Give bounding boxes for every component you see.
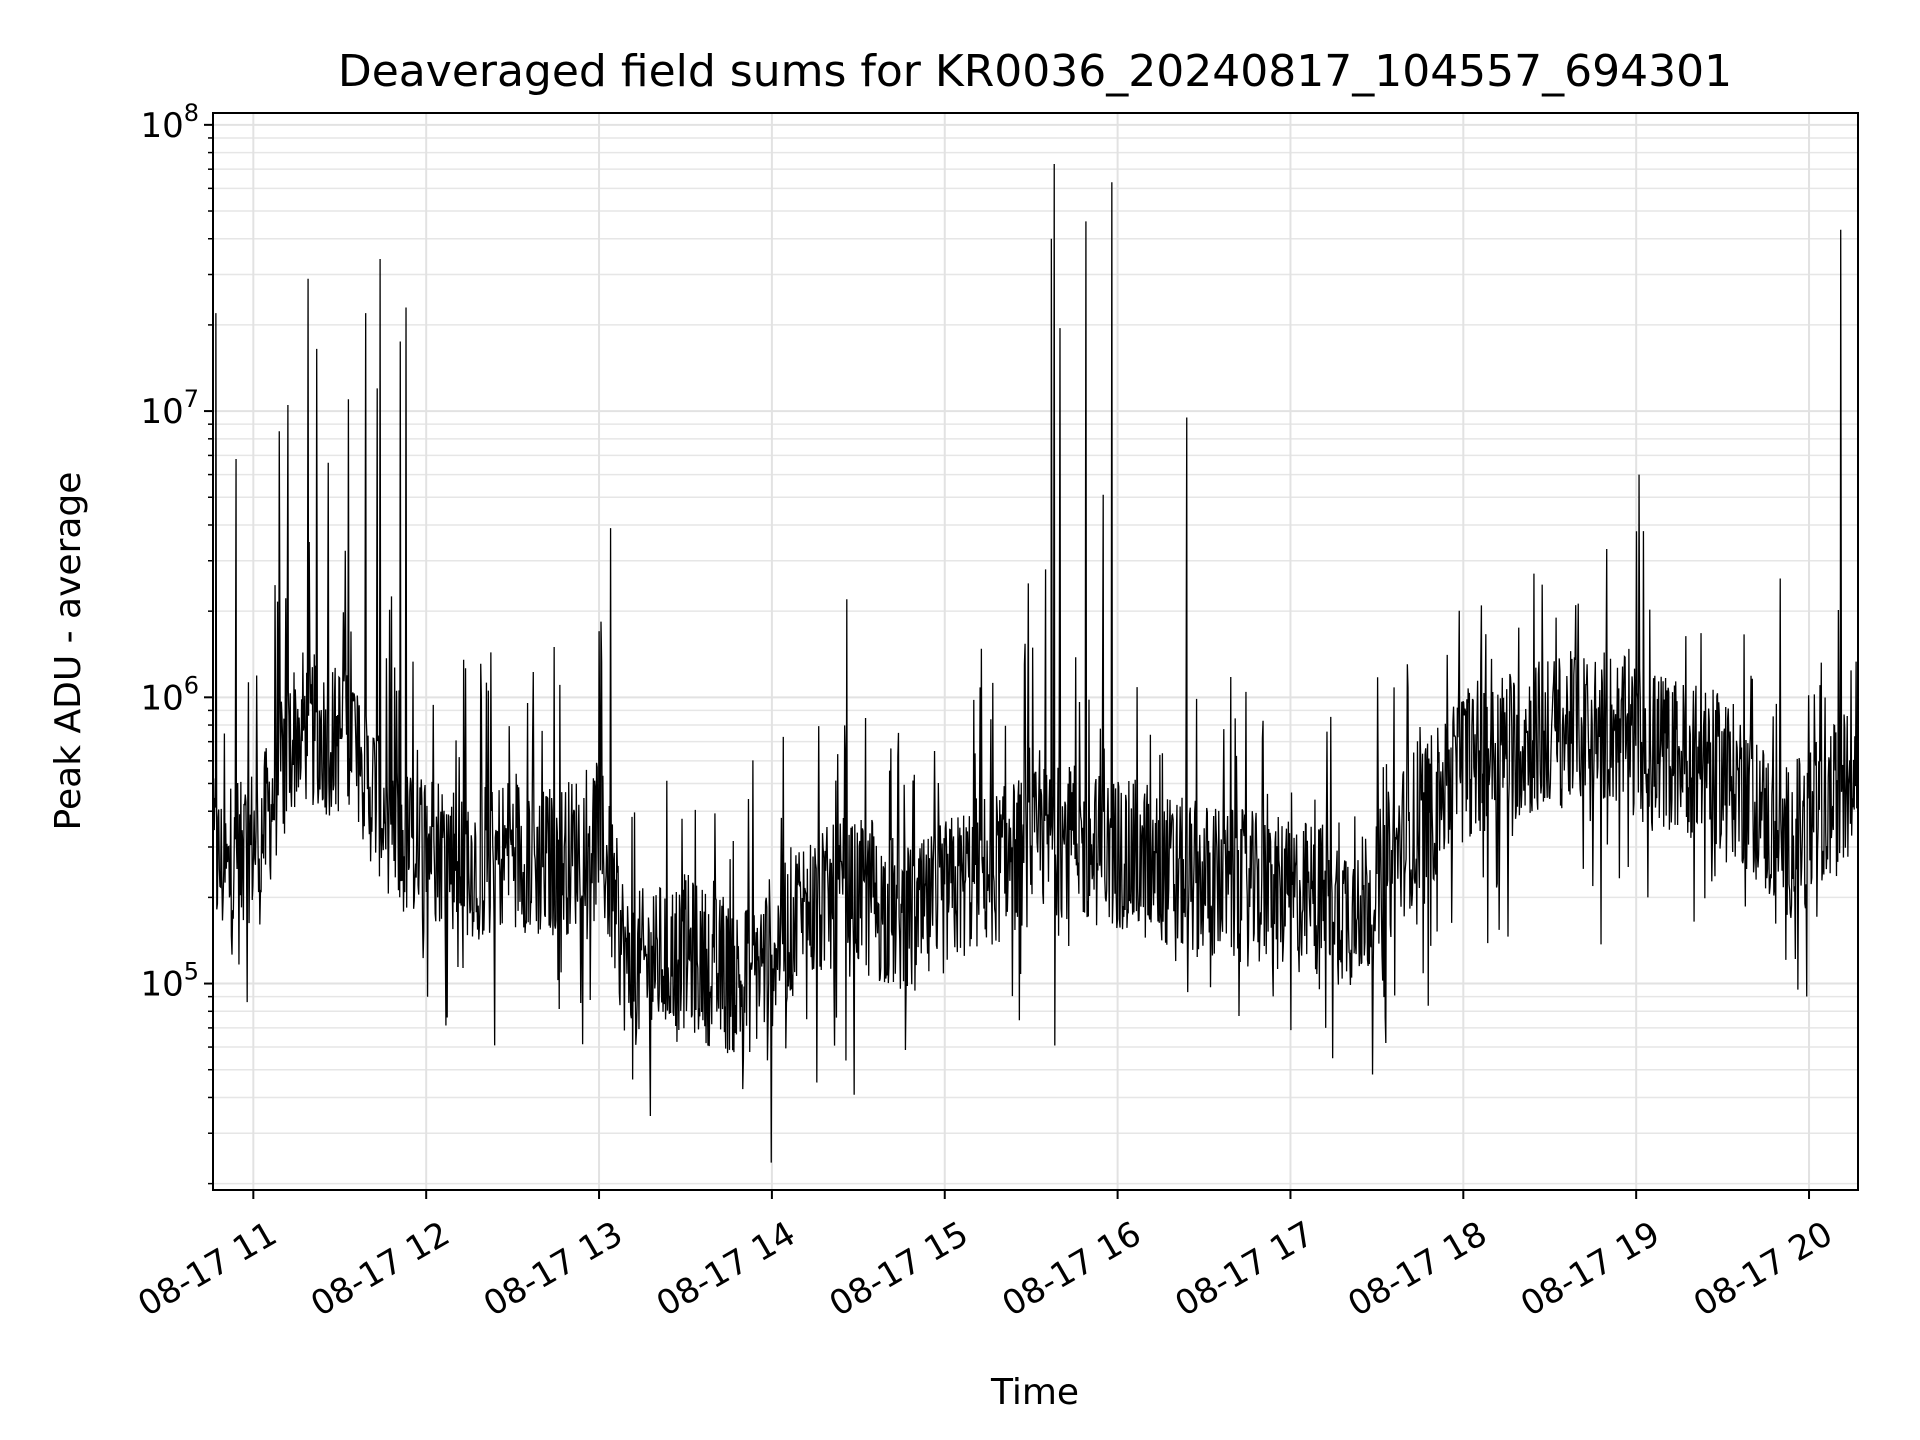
plot-area: [213, 163, 1858, 1163]
y-tick-base: 10: [140, 392, 183, 432]
y-tick-exponent: 5: [184, 958, 199, 986]
y-tick-exponent: 8: [184, 99, 199, 127]
y-tick-base: 10: [140, 678, 183, 718]
chart-title: Deaveraged field sums for KR0036_2024081…: [338, 46, 1732, 97]
series-line: [213, 163, 1858, 1163]
series-layer: [213, 163, 1858, 1163]
y-tick-exponent: 6: [184, 671, 199, 699]
y-tick-exponent: 7: [184, 385, 199, 413]
y-tick-base: 10: [140, 965, 183, 1005]
x-axis-title: Time: [990, 1372, 1079, 1413]
y-tick-base: 10: [140, 106, 183, 146]
y-tick-label: 108: [140, 99, 199, 146]
y-tick-label: 105: [140, 958, 199, 1005]
plot-frame: [212, 112, 1859, 1191]
y-tick-label: 107: [140, 385, 199, 432]
y-tick-label: 106: [140, 671, 199, 718]
grid-major: [213, 113, 1858, 1190]
y-axis-title: Peak ADU - average: [48, 472, 89, 831]
